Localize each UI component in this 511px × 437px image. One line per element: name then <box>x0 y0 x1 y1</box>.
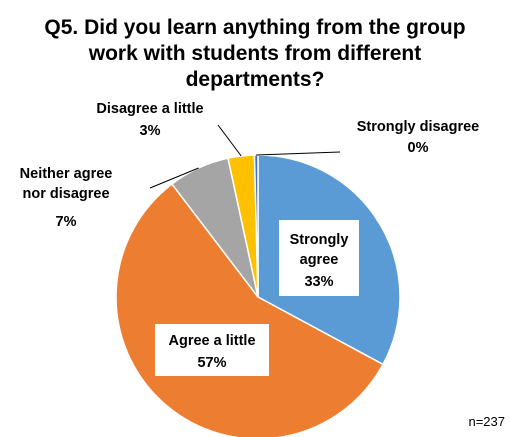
slice-value-disagree-a-little: 3% <box>140 123 161 139</box>
chart-title-line-1: Q5. Did you learn anything from the grou… <box>44 16 465 39</box>
slice-value-neither: 7% <box>56 214 77 230</box>
label-box-strongly-agree <box>279 220 359 296</box>
slice-label-neither-line-2: nor disagree <box>22 186 109 202</box>
leader-line-neither <box>149 167 199 189</box>
leader-line-strongly-disagree <box>256 151 341 156</box>
slice-value-strongly-agree: 33% <box>304 274 333 290</box>
chart-title-line-2: work with students from different <box>88 42 422 65</box>
label-strongly-disagree: Strongly disagree 0% <box>357 119 479 156</box>
label-box-agree-a-little <box>155 324 269 376</box>
sample-size-note: n=237 <box>468 414 505 429</box>
leader-line-disagree-a-little <box>217 124 242 157</box>
slice-value-agree-a-little: 57% <box>197 355 226 371</box>
leader-lines <box>149 124 341 189</box>
label-neither: Neither agree nor disagree 7% <box>20 166 113 230</box>
slice-label-strongly-agree-line-1: Strongly <box>290 232 349 248</box>
slice-label-disagree-a-little: Disagree a little <box>96 101 203 117</box>
slice-label-agree-a-little: Agree a little <box>168 333 255 349</box>
slice-label-strongly-disagree: Strongly disagree <box>357 119 479 135</box>
chart-title: Q5. Did you learn anything from the grou… <box>44 16 465 91</box>
slice-label-neither-line-1: Neither agree <box>20 166 113 182</box>
slice-label-strongly-agree-line-2: agree <box>300 252 339 268</box>
chart-title-line-3: departments? <box>186 68 325 91</box>
label-strongly-agree: Strongly agree 33% <box>279 220 359 296</box>
slice-value-strongly-disagree: 0% <box>408 140 429 156</box>
label-disagree-a-little: Disagree a little 3% <box>96 101 203 139</box>
label-agree-a-little: Agree a little 57% <box>155 324 269 376</box>
